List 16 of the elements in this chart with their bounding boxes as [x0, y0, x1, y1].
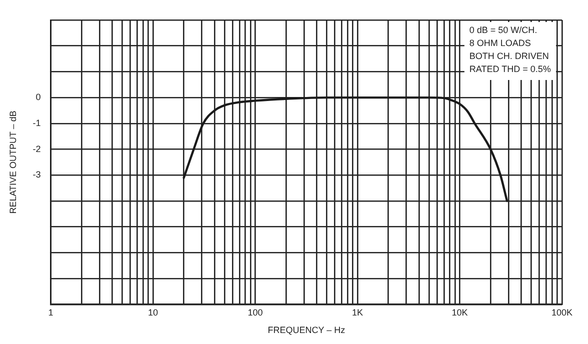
y-tick-label: -1	[32, 118, 41, 128]
x-tick-label: 100K	[551, 307, 573, 318]
annotation: 8 OHM LOADS	[469, 38, 531, 48]
annotation: 0 dB = 50 W/CH.	[469, 24, 538, 35]
x-axis-title: FREQUENCY – Hz	[268, 325, 346, 336]
x-tick-label: 1	[48, 307, 54, 318]
y-axis-title: RELATIVE OUTPUT – dB	[8, 110, 18, 214]
x-tick-label: 100	[248, 307, 263, 318]
y-tick-label: -3	[32, 170, 41, 180]
annotation: RATED THD = 0.5%	[469, 64, 551, 74]
annotation: BOTH CH. DRIVEN	[469, 50, 549, 61]
x-tick-label: 10	[148, 307, 158, 318]
y-tick-label: 0	[36, 92, 41, 102]
y-tick-label: -2	[32, 144, 41, 154]
x-tick-label: 10K	[452, 307, 468, 318]
x-tick-label: 1K	[352, 307, 364, 318]
